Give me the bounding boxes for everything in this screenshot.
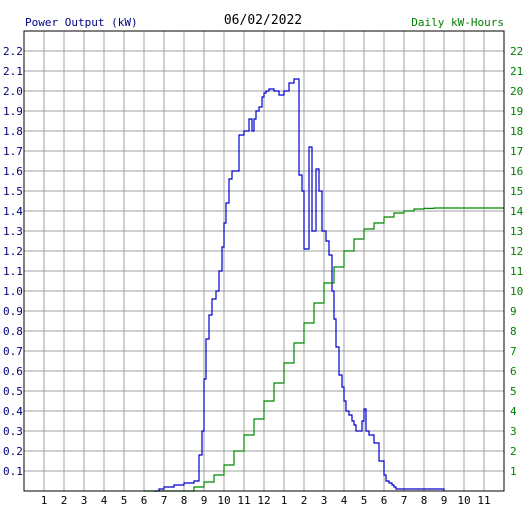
x-tick-label: 10 — [457, 494, 470, 507]
right-y-tick-label: 2 — [510, 445, 517, 458]
x-tick-label: 6 — [381, 494, 388, 507]
left-y-tick-label: 2.2 — [3, 45, 23, 58]
left-y-tick-label: 1.2 — [3, 245, 23, 258]
right-y-tick-label: 19 — [510, 105, 523, 118]
left-y-tick-labels: 0.1 0.2 0.3 0.4 0.5 0.6 0.7 0.8 0.9 1.0 1.1 1.2 1.3 1… — [3, 45, 23, 478]
right-axis-title: Daily kW-Hours — [411, 16, 504, 29]
power-output-line — [154, 78, 445, 492]
x-tick-label: 3 — [81, 494, 88, 507]
x-tick-label: 2 — [301, 494, 308, 507]
left-y-tick-label: 2.0 — [3, 85, 23, 98]
x-tick-label: 6 — [141, 494, 148, 507]
right-y-tick-label: 5 — [510, 385, 517, 398]
right-y-tick-label: 3 — [510, 425, 517, 438]
grid-lines — [24, 31, 504, 491]
right-y-tick-label: 20 — [510, 85, 523, 98]
left-y-tick-label: 0.5 — [3, 385, 23, 398]
left-y-tick-label: 0.3 — [3, 425, 23, 438]
right-y-tick-label: 21 — [510, 65, 523, 78]
x-tick-label: 5 — [121, 494, 128, 507]
right-y-tick-label: 1 — [510, 465, 517, 478]
x-tick-label: 7 — [401, 494, 408, 507]
x-tick-label: 11 — [237, 494, 250, 507]
x-tick-label: 1 — [281, 494, 288, 507]
left-y-tick-label: 0.8 — [3, 325, 23, 338]
right-y-tick-label: 15 — [510, 185, 523, 198]
x-tick-label: 4 — [341, 494, 348, 507]
x-tick-label: 10 — [217, 494, 230, 507]
x-tick-label: 4 — [101, 494, 108, 507]
x-tick-label: 8 — [421, 494, 428, 507]
right-y-tick-label: 17 — [510, 145, 523, 158]
left-y-tick-label: 1.3 — [3, 225, 23, 238]
right-y-tick-label: 22 — [510, 45, 523, 58]
left-y-tick-label: 1.1 — [3, 265, 23, 278]
x-tick-label: 7 — [161, 494, 168, 507]
right-y-tick-label: 6 — [510, 365, 517, 378]
left-y-tick-label: 2.1 — [3, 65, 23, 78]
series-lines — [144, 78, 504, 492]
chart-date-title: 06/02/2022 — [224, 13, 302, 28]
left-y-tick-label: 1.9 — [3, 105, 23, 118]
left-y-tick-label: 1.8 — [3, 125, 23, 138]
x-tick-label: 9 — [201, 494, 208, 507]
right-y-tick-label: 14 — [510, 205, 524, 218]
left-y-tick-label: 1.7 — [3, 145, 23, 158]
daily-kwh-line — [144, 207, 504, 492]
left-y-tick-label: 0.1 — [3, 465, 23, 478]
right-y-tick-label: 7 — [510, 345, 517, 358]
x-tick-label: 8 — [181, 494, 188, 507]
x-tick-label: 3 — [321, 494, 328, 507]
x-tick-label: 5 — [361, 494, 368, 507]
right-y-tick-label: 13 — [510, 225, 523, 238]
x-tick-label: 12 — [257, 494, 270, 507]
left-y-tick-label: 0.7 — [3, 345, 23, 358]
x-tick-label: 9 — [441, 494, 448, 507]
plot-frame — [23, 30, 505, 492]
left-y-tick-label: 0.6 — [3, 365, 23, 378]
left-y-tick-label: 1.4 — [3, 205, 23, 218]
right-y-tick-label: 11 — [510, 265, 523, 278]
left-y-tick-label: 1.6 — [3, 165, 23, 178]
x-tick-labels: 1 2 3 4 5 6 7 8 9 10 11 12 1 2 3 4 5 6 7 8 9 10 11 — [41, 494, 491, 507]
right-y-tick-label: 16 — [510, 165, 523, 178]
left-y-tick-label: 1.0 — [3, 285, 23, 298]
left-y-tick-label: 0.2 — [3, 445, 23, 458]
x-tick-label: 1 — [41, 494, 48, 507]
right-y-tick-label: 10 — [510, 285, 523, 298]
left-y-tick-label: 0.4 — [3, 405, 23, 418]
right-y-tick-label: 8 — [510, 325, 517, 338]
left-y-tick-label: 0.9 — [3, 305, 23, 318]
right-y-tick-label: 9 — [510, 305, 517, 318]
x-tick-label: 11 — [477, 494, 490, 507]
right-y-tick-label: 12 — [510, 245, 523, 258]
x-tick-label: 2 — [61, 494, 68, 507]
right-y-tick-label: 4 — [510, 405, 517, 418]
left-y-tick-label: 1.5 — [3, 185, 23, 198]
left-axis-title: Power Output (kW) — [25, 16, 138, 29]
right-y-tick-label: 18 — [510, 125, 523, 138]
